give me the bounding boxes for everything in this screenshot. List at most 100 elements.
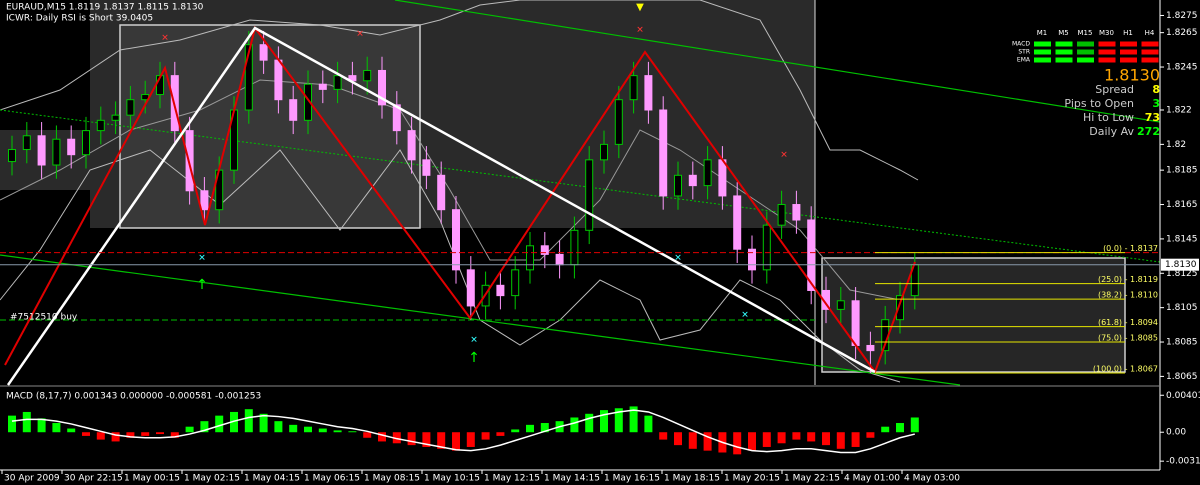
y-tick-label: -0.00314	[1166, 457, 1200, 467]
candle-body	[777, 204, 786, 226]
histogram-bar	[22, 411, 31, 433]
stat-value: 3	[1152, 97, 1160, 110]
signal-cell	[1055, 41, 1073, 47]
histogram-bar	[659, 432, 668, 440]
arrow: ↑	[468, 350, 480, 366]
candle-body	[896, 295, 904, 321]
zigzag	[4, 25, 916, 375]
trend-line	[6, 26, 876, 386]
marker: ✕	[356, 30, 364, 40]
histogram-bar	[733, 432, 742, 455]
panel-row-label: STR	[1018, 49, 1030, 56]
histogram-bar	[289, 424, 298, 433]
marker: ✕	[674, 254, 682, 264]
candle-body	[8, 149, 16, 163]
histogram-bar	[37, 418, 46, 433]
histogram-bar	[52, 423, 61, 433]
stat-label: Hi to Low	[1083, 111, 1134, 124]
candle-body	[688, 174, 697, 187]
candle-body	[126, 99, 135, 116]
histogram-bar	[170, 432, 179, 438]
candle-body	[304, 83, 312, 121]
x-tick-label: 4 May 01:00	[844, 474, 900, 484]
y-tick-label: 1.8165	[1166, 200, 1198, 210]
x-tick-label: 1 May 10:15	[424, 474, 480, 484]
signal-cell	[1141, 41, 1159, 47]
candle-body	[96, 119, 105, 132]
panel-column: M15	[1078, 29, 1093, 37]
candle-body	[851, 300, 860, 346]
histogram-bar	[570, 417, 579, 433]
y-tick-label: 1.8105	[1166, 303, 1198, 313]
candle-body	[407, 130, 416, 161]
histogram-bar	[807, 432, 816, 442]
stat-value: 8	[1152, 83, 1160, 96]
candle-body	[318, 83, 327, 90]
histogram-bar	[96, 432, 105, 440]
candle-body	[807, 219, 816, 291]
stat-label: Spread	[1095, 83, 1134, 96]
fib-label: (100.0) - 1.8067	[1093, 364, 1158, 373]
candle-body	[274, 59, 283, 101]
histogram-bar	[200, 421, 209, 433]
histogram-bar	[452, 432, 460, 451]
candle-body	[733, 195, 742, 250]
panel-row-label: MACD	[1012, 41, 1030, 48]
stat-label: Pips to Open	[1064, 97, 1134, 110]
panel-column: M5	[1058, 29, 1069, 37]
histogram-bar	[792, 432, 801, 440]
histogram-bar	[230, 411, 238, 433]
histogram-bar	[896, 423, 904, 433]
y-tick-label: 1.82	[1166, 140, 1186, 150]
histogram-bar	[333, 430, 342, 433]
histogram-bar	[215, 415, 224, 433]
x-tick-label: 1 May 06:15	[304, 474, 360, 484]
histogram-bar	[481, 432, 490, 440]
histogram-bar	[836, 432, 845, 449]
signal-cell	[1034, 49, 1051, 55]
candle-body	[496, 284, 505, 297]
signal-cell	[1055, 57, 1073, 63]
y-tick-label: 1.822	[1166, 106, 1192, 116]
channel-line	[394, 0, 1161, 123]
x-tick-label: 1 May 20:15	[724, 474, 780, 484]
histogram-bar	[8, 415, 16, 433]
signal-line	[11, 409, 915, 454]
y-tick-label: 1.8065	[1166, 372, 1198, 382]
subtitle: ICWR: Daily RSI is Short 39.0405	[6, 14, 153, 24]
candle-body	[363, 69, 372, 82]
histogram-bar	[318, 428, 327, 433]
signal-cell	[1141, 57, 1159, 63]
histogram-bar	[437, 432, 446, 449]
panel-column: M30	[1099, 29, 1114, 37]
histogram-bar	[762, 432, 771, 447]
candle-body	[259, 44, 268, 61]
signal-cell	[1098, 49, 1116, 55]
histogram-bar	[407, 432, 416, 446]
y-tick-label: 1.8275	[1166, 11, 1198, 21]
arrow: ▼	[636, 2, 644, 13]
candle-body	[466, 269, 475, 307]
histogram-bar	[348, 431, 357, 433]
candle-body	[67, 138, 76, 156]
candle-body	[422, 159, 431, 176]
candle-body	[52, 138, 61, 166]
histogram-bar	[585, 413, 594, 433]
y-tick-label: 1.8085	[1166, 338, 1198, 348]
histogram-bar	[378, 432, 386, 442]
histogram-bar	[703, 432, 712, 451]
histogram-bar	[540, 423, 549, 433]
candle-body	[718, 159, 727, 197]
signal-cell	[1120, 49, 1137, 55]
histogram-bar	[881, 426, 890, 433]
candle-body	[378, 69, 386, 106]
candle-body	[540, 245, 549, 255]
signal-cell	[1077, 57, 1094, 63]
histogram-bar	[274, 421, 283, 433]
chart-title: EURAUD,M15 1.8119 1.8137 1.8115 1.8130	[6, 3, 204, 13]
histogram-bar	[111, 432, 120, 442]
x-tick-label: 30 Apr 22:15	[64, 474, 123, 484]
signal-cell	[1034, 57, 1051, 63]
